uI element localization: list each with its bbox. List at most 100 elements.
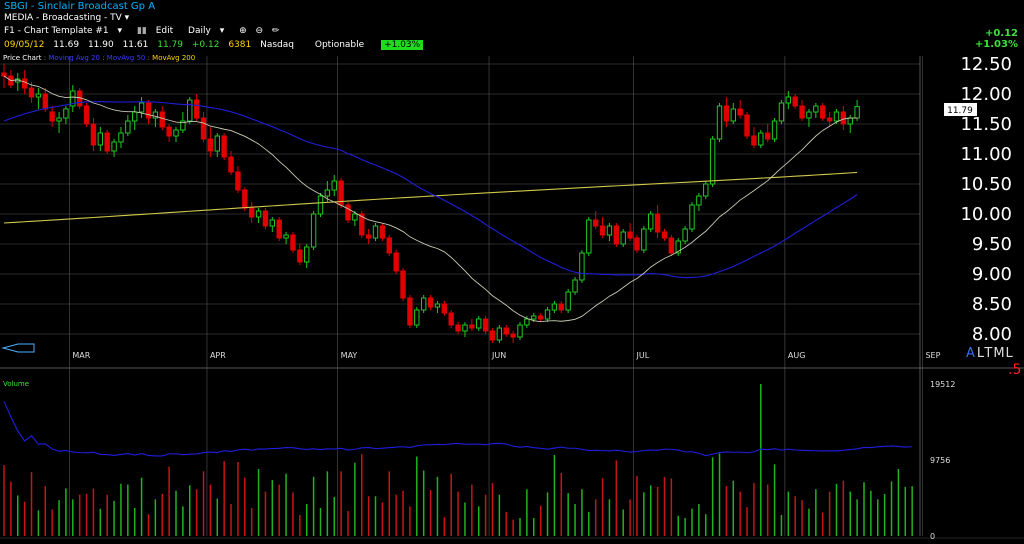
candle-body	[847, 117, 853, 125]
candle-body	[324, 189, 331, 197]
candle	[682, 226, 688, 244]
draw-tool-icon[interactable]: ✏	[271, 26, 280, 36]
candle-body	[599, 225, 606, 236]
candle	[462, 322, 468, 337]
candle-body	[276, 219, 282, 239]
candle	[345, 202, 351, 223]
candle	[427, 295, 434, 310]
chevron-down-icon[interactable]: ▾	[124, 13, 130, 23]
candle	[193, 94, 200, 121]
candle-body	[531, 315, 537, 320]
candle	[283, 232, 289, 244]
change-summary: +0.12 +1.03%	[975, 28, 1018, 50]
candle	[482, 316, 489, 334]
candle-body	[482, 318, 489, 332]
zoom-out-icon[interactable]: ⊖	[255, 26, 264, 36]
quote-date: 09/05/12	[4, 40, 45, 50]
candle	[806, 109, 812, 127]
candle	[558, 301, 564, 313]
candle	[489, 328, 496, 343]
chart-template-dropdown[interactable]: F1 - Chart Template #1 ▾	[4, 26, 128, 36]
candle-body	[537, 315, 544, 320]
month-label: MAR	[72, 351, 90, 360]
candle	[503, 325, 509, 337]
candle-body	[496, 327, 503, 341]
edit-button[interactable]: ▮▮ Edit	[137, 26, 179, 36]
candle	[372, 223, 379, 241]
timeframe-l: L	[977, 346, 985, 361]
candle-body	[166, 126, 172, 137]
candle	[290, 232, 296, 253]
candle	[83, 103, 90, 127]
month-label: APR	[210, 351, 226, 360]
candle-body	[613, 225, 620, 245]
candle	[414, 307, 420, 328]
candle	[255, 208, 262, 223]
price-axis-label: 11.00	[960, 144, 1012, 165]
candle	[476, 316, 482, 331]
candle-body	[579, 252, 585, 281]
legend-ma50: MovAvg 50	[107, 54, 146, 62]
candle-body	[572, 279, 578, 293]
candle-body	[606, 225, 613, 236]
candle-body	[833, 111, 840, 122]
month-axis: MAR APR MAY JUN JUL AUG SEP	[72, 351, 940, 360]
candle-body	[462, 324, 468, 332]
candle-body	[242, 189, 248, 209]
candle	[276, 217, 282, 241]
month-label: MAY	[341, 351, 358, 360]
candle-body	[21, 78, 28, 89]
candle-body	[517, 324, 523, 338]
symbol-title[interactable]: SBGI - Sinclair Broadcast Gp A	[4, 1, 156, 12]
scroll-handle-icon[interactable]	[1, 343, 35, 353]
month-label: JUL	[636, 351, 650, 360]
candle	[716, 103, 723, 142]
candle	[737, 100, 743, 118]
candle	[317, 193, 324, 217]
candle-body	[187, 99, 193, 122]
candle-body	[200, 117, 207, 140]
candle	[434, 301, 441, 313]
candle-body	[854, 106, 860, 119]
candle	[599, 217, 606, 238]
candle-body	[813, 105, 819, 113]
candle	[572, 277, 578, 295]
legend-price: Price Chart	[3, 54, 42, 62]
percent-change-top: +1.03%	[974, 39, 1018, 50]
candle	[709, 136, 716, 187]
edit-label: Edit	[155, 26, 174, 36]
candle-body	[138, 102, 145, 113]
timeframe-selector[interactable]: A L TML	[966, 346, 1014, 361]
candle	[104, 130, 110, 154]
candle-body	[365, 234, 372, 239]
chart-header: SBGI - Sinclair Broadcast Gp A MEDIA - B…	[0, 0, 1024, 56]
candle	[627, 223, 633, 241]
candle	[641, 226, 647, 253]
candle-body	[764, 132, 771, 140]
grid-lines	[0, 56, 1024, 539]
candle-body	[448, 312, 454, 326]
candle-body	[682, 228, 688, 242]
price-axis: 12.50 12.00 11.50 11.00 10.50 10.00 9.50 9.00 8.…	[960, 54, 1012, 345]
candle	[441, 301, 448, 316]
candle	[407, 295, 413, 328]
candle-body	[152, 111, 159, 119]
candle	[138, 97, 145, 118]
candle-body	[751, 135, 757, 146]
candle	[689, 202, 695, 232]
candle	[448, 310, 454, 328]
candle	[620, 229, 626, 247]
zoom-in-icon[interactable]: ⊕	[239, 26, 247, 36]
price-axis-label: 10.00	[960, 204, 1012, 225]
candle	[510, 331, 516, 343]
legend-ma20: Moving Avg 20	[48, 54, 100, 62]
candle-body	[771, 120, 778, 140]
quote-high: 11.90	[87, 40, 114, 50]
period-dropdown[interactable]: Daily ▾	[188, 26, 230, 36]
candle-body	[125, 120, 131, 134]
candle-body	[510, 333, 516, 338]
candle	[90, 118, 97, 151]
percent-change-badge: +1.03%	[381, 40, 424, 50]
chevron-down-icon: ▾	[219, 26, 225, 36]
